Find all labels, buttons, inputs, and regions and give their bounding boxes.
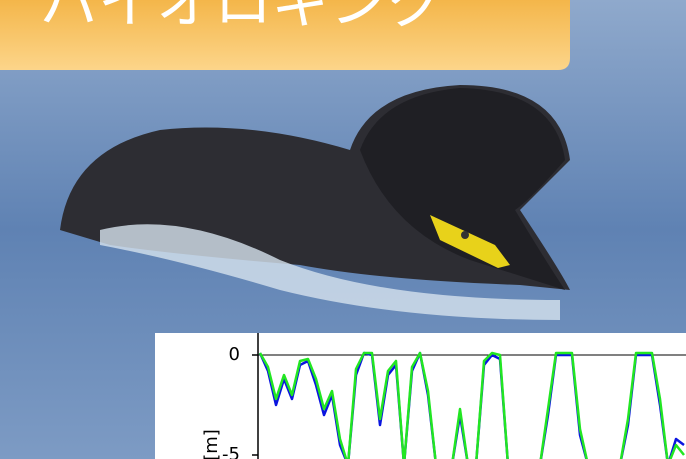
- plot-area: [258, 351, 685, 459]
- y-tick-label: -5: [222, 444, 240, 459]
- banner-title: バイオロギング: [40, 0, 446, 36]
- series-line: [258, 351, 685, 459]
- y-tick-label: 0: [229, 344, 240, 365]
- series-line: [258, 351, 685, 459]
- chart-inset: [m] 0 -5: [155, 333, 686, 459]
- title-banner: バイオロギング: [0, 0, 570, 70]
- y-axis-label: [m]: [201, 429, 222, 459]
